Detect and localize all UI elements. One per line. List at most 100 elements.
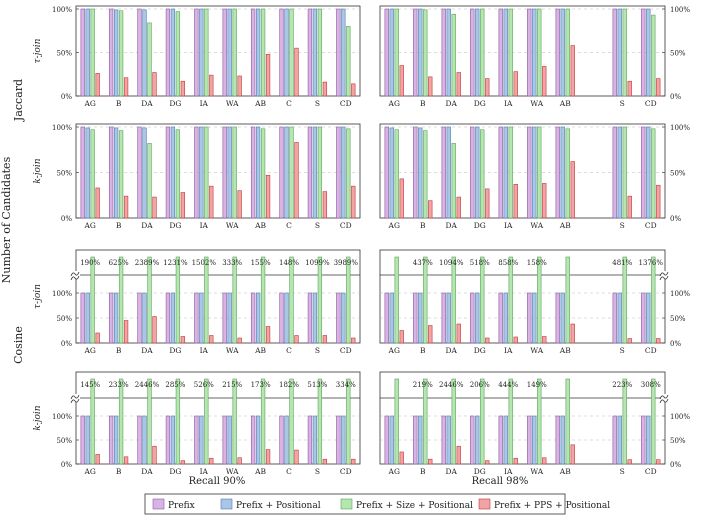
bar: [527, 415, 532, 465]
bar: [108, 292, 114, 344]
bar: [147, 22, 152, 97]
bar: [289, 8, 294, 97]
x-tick-label: AB: [254, 467, 266, 476]
bar: [508, 256, 513, 344]
bar: [513, 184, 518, 219]
bar: [222, 415, 227, 465]
bar: [446, 126, 451, 219]
bar: [222, 126, 227, 219]
bar: [113, 127, 119, 219]
bar: [537, 378, 542, 465]
bar: [627, 459, 632, 465]
bar: [279, 292, 284, 344]
x-tick-label: DG: [169, 221, 181, 230]
overflow-data-label: 149%: [527, 381, 547, 389]
x-tick-label: IA: [504, 99, 513, 108]
y-tick-label: 0%: [670, 340, 681, 348]
bar: [199, 8, 204, 97]
bar: [656, 78, 661, 97]
bar: [322, 458, 328, 465]
overflow-data-label: 148%: [279, 259, 299, 267]
overflow-data-label: 173%: [251, 381, 271, 389]
bar: [284, 8, 289, 97]
axis-break-icon: [659, 271, 669, 281]
x-tick-label: DA: [446, 221, 458, 230]
x-tick-label: IA: [504, 221, 513, 230]
overflow-data-label: 333%: [222, 259, 242, 267]
bar: [560, 126, 565, 219]
x-tick-label: AB: [559, 99, 571, 108]
x-tick-label: AG: [83, 99, 95, 108]
bar: [341, 126, 346, 219]
bar: [289, 378, 294, 465]
x-tick-label: CD: [645, 221, 657, 230]
bar: [656, 459, 661, 465]
bar: [312, 8, 318, 97]
panel-ylabel: τ-join: [33, 284, 43, 309]
bar: [255, 415, 261, 465]
bar: [470, 415, 475, 465]
bar: [560, 415, 565, 465]
overflow-data-label: 518%: [470, 259, 490, 267]
overflow-data-label: 1099%: [305, 259, 330, 267]
bar: [152, 316, 157, 344]
bar: [152, 72, 157, 97]
bar: [108, 8, 114, 97]
y-tick-label: 100%: [52, 6, 72, 14]
legend-label: Prefix + Size + Positional: [356, 501, 473, 511]
bar: [90, 378, 95, 465]
legend-label: Prefix + Positional: [236, 501, 321, 511]
x-tick-label: IA: [200, 467, 209, 476]
y-tick-label: 100%: [52, 124, 72, 132]
x-tick-label: DA: [141, 99, 153, 108]
x-tick-label: AB: [254, 99, 266, 108]
x-tick-label: CD: [645, 99, 657, 108]
bar: [95, 73, 100, 97]
x-tick-label: S: [315, 467, 320, 476]
bar: [527, 292, 532, 344]
x-tick-label: CD: [340, 99, 352, 108]
bar: [346, 256, 351, 344]
overflow-data-label: 2446%: [135, 381, 160, 389]
bar: [209, 457, 214, 465]
bar: [441, 126, 446, 219]
bar: [113, 9, 119, 97]
bar: [346, 128, 351, 219]
x-tick-label: C: [286, 467, 292, 476]
bar: [194, 126, 199, 219]
bar: [641, 292, 646, 344]
bar: [336, 8, 341, 97]
x-tick-label: DG: [169, 99, 181, 108]
x-tick-label: DG: [474, 99, 486, 108]
bar: [451, 143, 456, 219]
bar: [418, 127, 423, 219]
bar: [428, 458, 433, 465]
bar: [565, 128, 570, 219]
bar: [250, 8, 256, 97]
bar: [428, 76, 433, 97]
x-tick-label: CD: [340, 467, 352, 476]
bar: [527, 8, 532, 97]
bar: [394, 129, 399, 219]
panel-1: 0% 50% 100% AG B DA DG IA WA AB C S CD τ-join: [33, 5, 361, 108]
bar: [237, 190, 242, 219]
x-tick-label: S: [620, 346, 625, 355]
bar: [307, 415, 313, 465]
bar: [555, 292, 560, 344]
bar: [560, 292, 565, 344]
bar: [294, 449, 299, 465]
row-label-jaccard: Jaccard: [12, 79, 25, 122]
bar: [503, 292, 508, 344]
bar: [123, 456, 129, 465]
bar: [237, 457, 242, 465]
panel-3: 0% 50% 100% AG B DA DG IA WA AB C S CD k-join: [33, 123, 361, 230]
bar: [255, 292, 261, 344]
legend-swatch: [478, 498, 491, 510]
bar: [441, 292, 446, 344]
bar: [351, 458, 356, 465]
bar: [570, 323, 575, 344]
bar: [294, 47, 299, 97]
x-tick-label: WA: [226, 346, 239, 355]
bar: [284, 292, 289, 344]
